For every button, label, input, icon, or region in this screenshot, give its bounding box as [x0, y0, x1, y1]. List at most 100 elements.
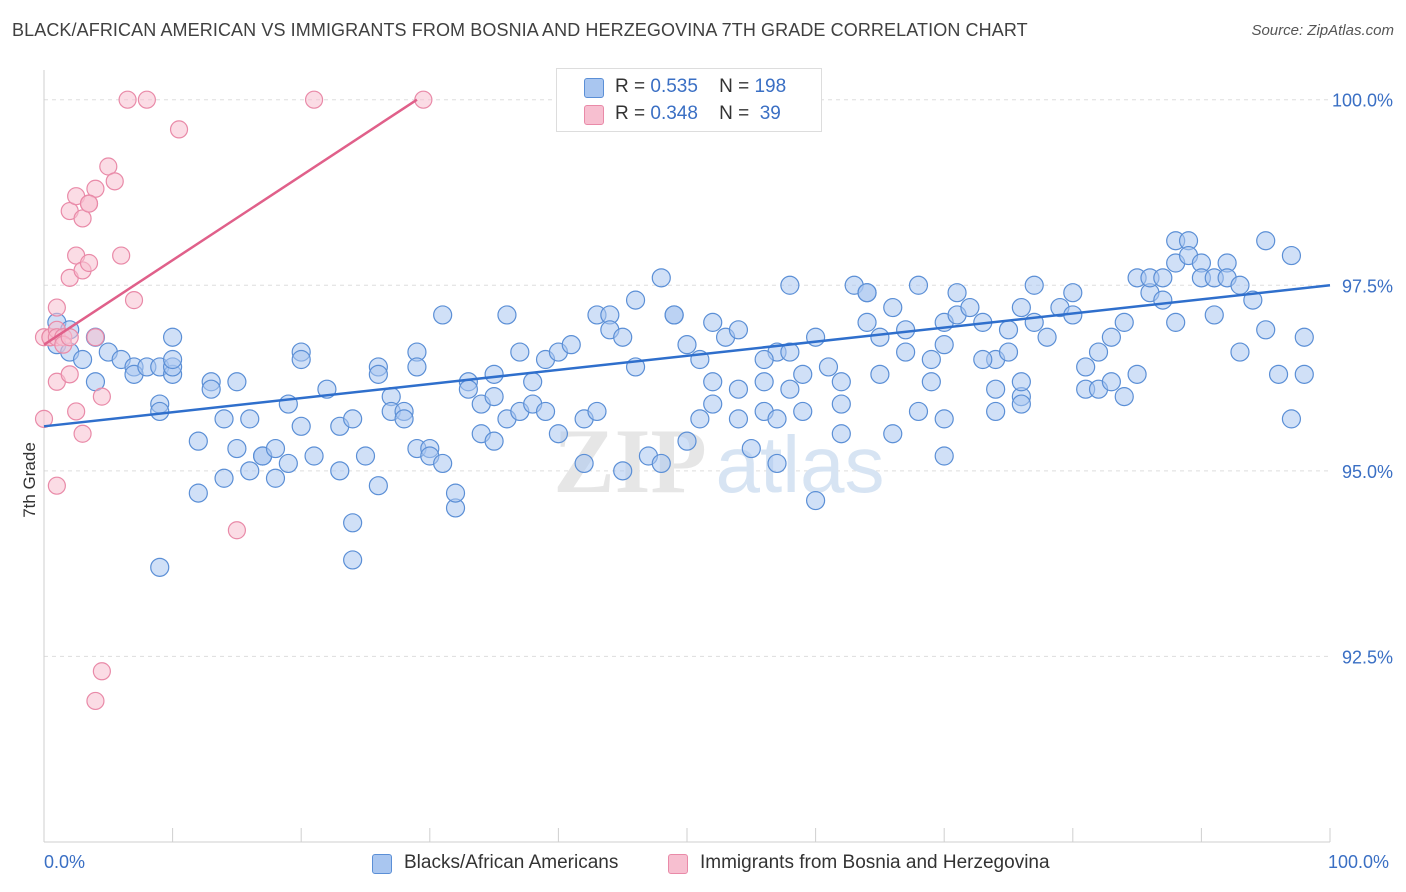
blacks-point — [896, 320, 916, 340]
legend-text-bosnia: R = 0.348 N = 39 — [615, 103, 781, 124]
blacks-point — [703, 372, 723, 392]
blacks-point — [870, 327, 890, 347]
blacks-point — [1256, 231, 1276, 251]
blacks-point — [368, 476, 388, 496]
blacks-point — [1114, 387, 1134, 407]
blacks-point — [227, 438, 247, 459]
blacks-point — [355, 446, 376, 466]
bosnia-trend-line — [43, 98, 418, 346]
blacks-point — [677, 335, 697, 355]
blacks-point — [947, 283, 967, 303]
blacks-point — [1230, 342, 1250, 362]
blacks-point — [1024, 275, 1044, 295]
blacks-point — [188, 483, 208, 503]
bosnia-point — [124, 291, 144, 310]
blacks-point — [973, 349, 993, 370]
bosnia-point — [304, 90, 324, 109]
bosnia-point — [67, 402, 86, 421]
blacks-point — [1243, 290, 1263, 310]
blacks-point — [484, 387, 504, 407]
bosnia-point — [47, 476, 66, 495]
bosnia-point — [73, 424, 92, 443]
blacks-point — [407, 357, 427, 377]
blacks-point — [150, 557, 170, 577]
blacks-point — [767, 453, 787, 474]
y-axis-title-wrap: 7th Grade — [2, 442, 58, 518]
watermark: ZIP atlas — [553, 410, 884, 512]
blacks-point — [587, 401, 607, 422]
correlation-legend: R = 0.535 N = 198 R = 0.348 N = 39 — [556, 68, 822, 132]
blacks-point — [1153, 268, 1173, 288]
watermark-atlas: atlas — [716, 420, 885, 509]
blacks-point — [767, 409, 787, 429]
blacks-point — [883, 424, 903, 444]
blacks-point — [535, 401, 556, 422]
blacks-point — [741, 438, 761, 459]
blacks-point — [150, 401, 170, 422]
blacks-point — [227, 372, 247, 392]
blacks-point — [1011, 297, 1031, 318]
blacks-point — [1153, 290, 1173, 310]
blacks-point — [703, 394, 723, 414]
x-tick-label-max: 100.0% — [1328, 852, 1390, 872]
blacks-point — [343, 550, 363, 570]
y-tick-label: 92.5% — [1342, 647, 1393, 667]
blacks-point — [818, 357, 839, 377]
blacks-point — [754, 349, 774, 370]
blacks-point — [484, 364, 504, 384]
blacks-point — [1166, 312, 1186, 332]
blacks-point — [433, 453, 453, 474]
blacks-point — [883, 297, 903, 318]
blacks-point — [934, 335, 954, 355]
blacks-point — [1063, 283, 1083, 303]
bosnia-point — [92, 387, 111, 406]
blacks-point — [703, 312, 723, 332]
y-tick-label: 97.5% — [1342, 276, 1393, 296]
blacks-point — [240, 461, 260, 481]
blacks-point — [960, 297, 980, 318]
blacks-point — [831, 424, 851, 444]
blacks-point — [1088, 342, 1109, 362]
blacks-point — [625, 290, 646, 310]
blacks-point — [561, 335, 581, 355]
blacks-point — [934, 446, 954, 466]
blacks-point — [896, 342, 916, 362]
bosnia-point — [86, 691, 105, 711]
legend-swatch-pink — [584, 105, 604, 125]
blacks-point — [998, 342, 1019, 362]
bosnia-point — [118, 90, 137, 109]
blacks-point — [265, 468, 286, 488]
blacks-point — [857, 283, 877, 303]
bosnia-point — [105, 172, 124, 191]
bosnia-point — [227, 521, 246, 540]
blacks-point — [1011, 394, 1031, 414]
blacks-point — [690, 409, 710, 429]
blacks-point — [201, 379, 221, 399]
axes — [43, 70, 1331, 843]
blacks-point — [1230, 275, 1250, 295]
y-tick-label: 95.0% — [1342, 462, 1393, 482]
bosnia-point — [92, 662, 111, 681]
bottom-legend-label-blacks: Blacks/African Americans — [404, 852, 619, 873]
bosnia-point — [34, 409, 54, 428]
blacks-point — [1281, 409, 1302, 429]
blacks-point — [1011, 372, 1031, 392]
bosnia-point — [60, 365, 79, 384]
blacks-point — [793, 364, 813, 384]
blacks-point — [214, 468, 234, 488]
blacks-point — [240, 409, 260, 429]
blacks-point — [433, 305, 453, 325]
blacks-point — [780, 379, 800, 399]
blacks-point — [908, 275, 929, 295]
legend-swatch-blue — [584, 78, 604, 98]
blacks-point — [1037, 327, 1057, 347]
blacks-point — [188, 431, 208, 451]
y-axis-title: 7th Grade — [20, 442, 39, 518]
blacks-point — [921, 372, 941, 392]
blacks-point — [793, 401, 813, 422]
chart-title: BLACK/AFRICAN AMERICAN VS IMMIGRANTS FRO… — [12, 20, 1028, 40]
blacks-point — [1294, 364, 1314, 384]
blacks-point — [343, 513, 363, 533]
blacks-point — [1101, 327, 1121, 347]
